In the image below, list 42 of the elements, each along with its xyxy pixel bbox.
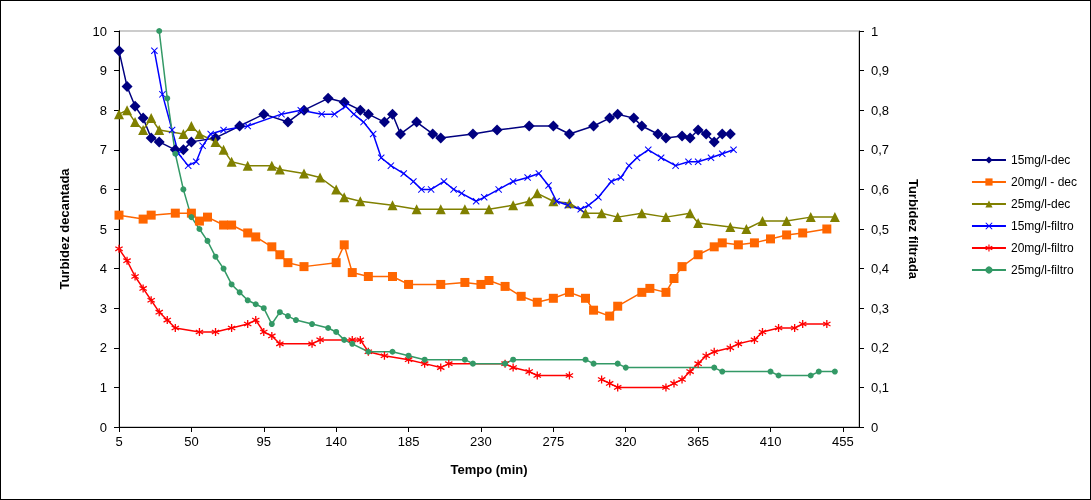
legend-label: 20mg/l-filtro	[1010, 241, 1074, 255]
x-tick-label: 230	[470, 434, 492, 449]
legend-label: 20mg/l - dec	[1010, 175, 1077, 189]
y-axis-title: Turbidez decantada	[57, 167, 72, 290]
y-tick-label: 2	[99, 340, 107, 356]
y2-tick-label: 0,8	[871, 102, 890, 118]
legend-label: 25mg/l-dec	[1010, 197, 1071, 211]
y-tick-label: 10	[92, 23, 107, 39]
y2-tick-label: 0,5	[871, 221, 890, 237]
y2-tick-label: 0,3	[871, 300, 890, 316]
legend-label: 25mg/l-filtro	[1010, 263, 1074, 277]
y2-tick-label: 0,7	[871, 142, 890, 158]
legend-label: 15mg/l-filtro	[1010, 219, 1074, 233]
x-axis-title: Tempo (min)	[450, 462, 528, 477]
y-tick-label: 3	[99, 300, 107, 316]
x-tick-label: 50	[184, 434, 199, 449]
y2-tick-label: 0	[871, 419, 879, 435]
y2-tick-label: 0,1	[871, 379, 890, 395]
x-tick-label: 140	[325, 434, 348, 449]
y2-tick-label: 1	[871, 23, 879, 39]
x-tick-label: 455	[832, 434, 854, 449]
legend-label: 15mg/l-dec	[1010, 153, 1071, 167]
y-tick-label: 5	[99, 221, 107, 237]
y-tick-label: 1	[99, 379, 107, 395]
y-tick-label: 6	[99, 181, 107, 197]
x-tick-label: 5	[115, 434, 123, 449]
y-tick-label: 4	[99, 261, 107, 277]
x-tick-label: 275	[542, 434, 565, 449]
y2-axis-title: Turbidez filtrada	[906, 178, 921, 280]
y2-tick-label: 0,2	[871, 340, 890, 356]
x-tick-label: 410	[759, 434, 782, 449]
x-tick-label: 320	[614, 434, 637, 449]
x-tick-label: 365	[687, 434, 709, 449]
y-tick-label: 7	[99, 142, 107, 158]
y2-tick-label: 0,6	[871, 181, 890, 197]
y-tick-label: 8	[99, 102, 107, 118]
x-tick-label: 185	[397, 434, 420, 449]
y2-tick-label: 0,9	[871, 63, 890, 79]
x-tick-label: 95	[256, 434, 272, 449]
y-tick-label: 9	[99, 63, 107, 79]
y-tick-label: 0	[99, 419, 107, 435]
y2-tick-label: 0,4	[871, 261, 890, 277]
